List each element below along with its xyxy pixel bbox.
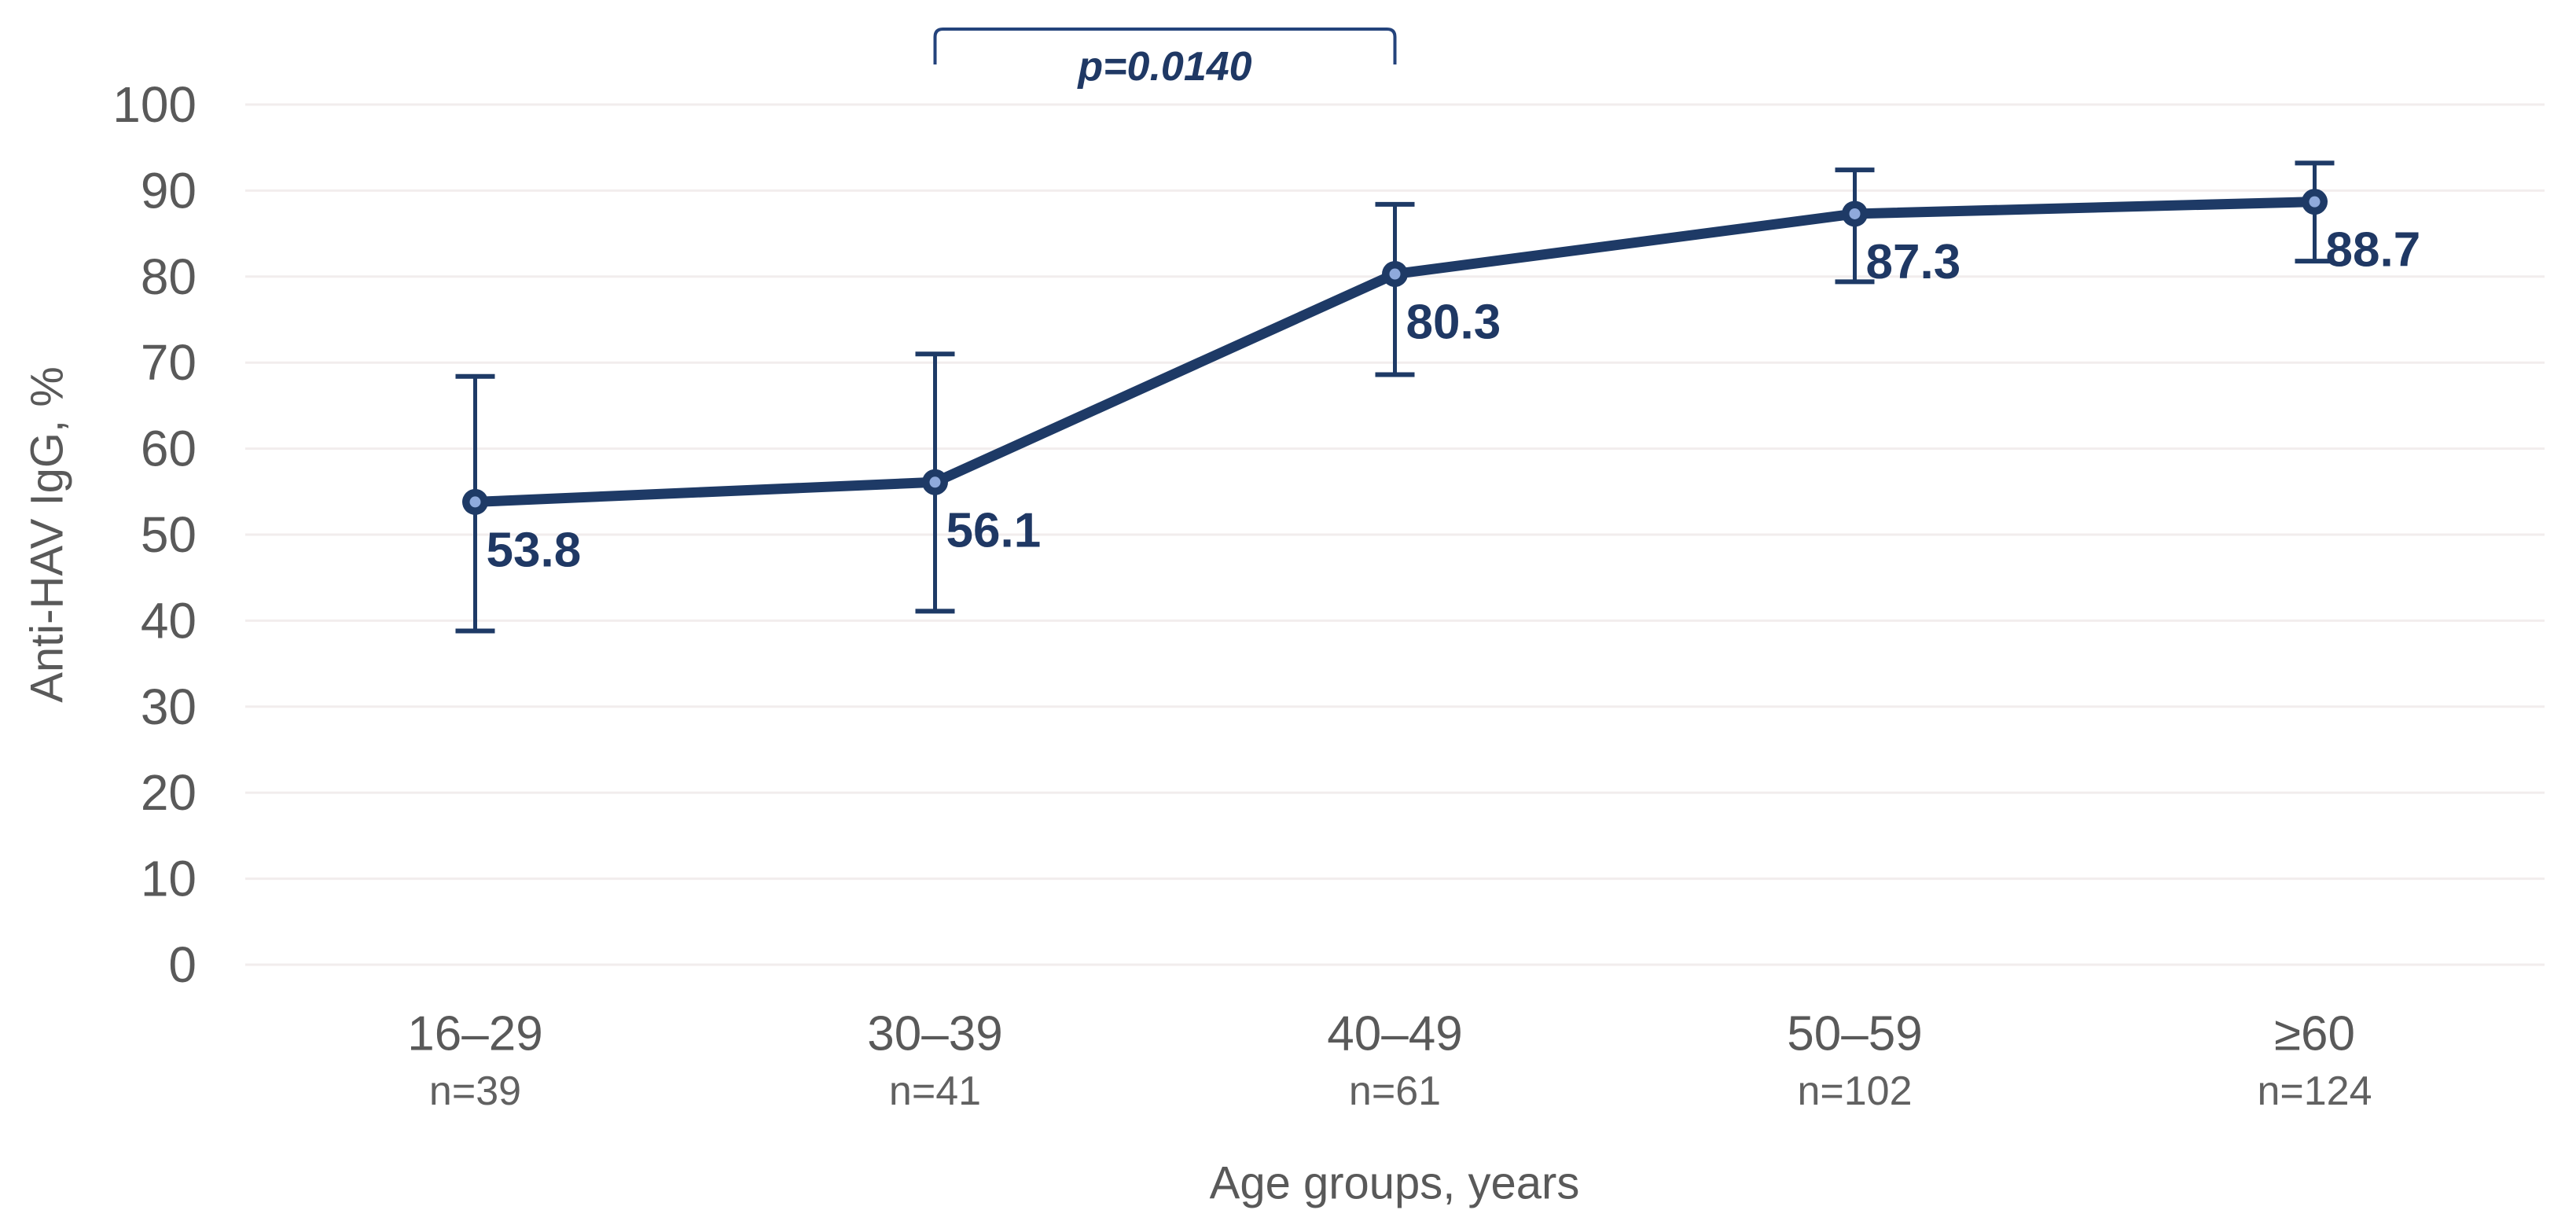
y-tick-label: 80	[141, 248, 197, 305]
data-label: 88.7	[2326, 223, 2421, 278]
x-category-n-label: n=39	[429, 1068, 521, 1114]
y-tick-label: 90	[141, 162, 197, 219]
data-point-marker-center	[2309, 196, 2321, 208]
x-category-n-label: n=102	[1797, 1068, 1912, 1114]
x-category-n-label: n=124	[2257, 1068, 2372, 1114]
x-category-label: 30–39	[867, 1007, 1002, 1061]
y-axis-title: Anti-HAV IgG, %	[22, 366, 73, 703]
y-tick-label: 70	[141, 334, 197, 391]
significance-bracket	[933, 28, 1397, 64]
data-label: 53.8	[487, 523, 582, 577]
x-category-label: 50–59	[1787, 1007, 1922, 1061]
x-category-label: ≥60	[2274, 1007, 2355, 1061]
x-category-n-label: n=61	[1349, 1068, 1441, 1114]
y-tick-label: 20	[141, 764, 197, 821]
x-category-label: 16–29	[407, 1007, 542, 1061]
y-tick-label: 50	[141, 506, 197, 563]
data-label: 80.3	[1406, 296, 1501, 350]
data-point-marker-center	[469, 496, 481, 508]
p-value-label: p=0.0140	[1076, 44, 1251, 90]
y-tick-label: 30	[141, 679, 197, 735]
data-label: 87.3	[1866, 235, 1961, 289]
y-tick-label: 0	[168, 936, 197, 993]
data-label: 56.1	[946, 503, 1042, 557]
y-tick-label: 10	[141, 851, 197, 907]
y-tick-label: 100	[112, 76, 197, 133]
data-point-marker-center	[1849, 208, 1861, 219]
x-axis-title: Age groups, years	[1210, 1158, 1580, 1209]
y-tick-label: 60	[141, 421, 197, 477]
data-point-marker-center	[929, 476, 941, 488]
y-tick-label: 40	[141, 592, 197, 649]
x-category-n-label: n=41	[889, 1068, 981, 1114]
x-category-label: 40–49	[1327, 1007, 1462, 1061]
data-point-marker-center	[1389, 268, 1401, 280]
